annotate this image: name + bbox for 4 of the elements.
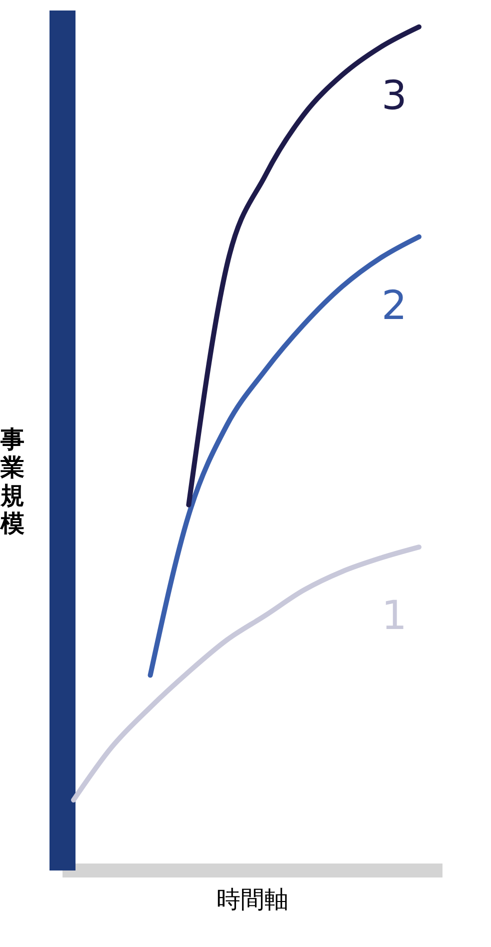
series-label: 2: [382, 282, 407, 329]
series-label: 3: [382, 72, 407, 119]
x-axis-title: 時間軸: [216, 886, 288, 914]
y-axis-title: 事業規模: [0, 426, 24, 538]
